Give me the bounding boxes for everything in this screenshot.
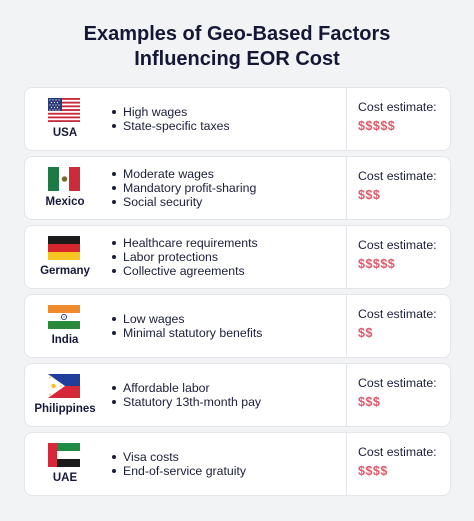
country-row-mexico: Mexico Moderate wages Mandatory profit-s…	[24, 156, 451, 220]
country-cell: India	[25, 295, 105, 357]
cost-value: $$$	[358, 395, 381, 409]
country-name: Germany	[40, 265, 90, 277]
country-name: India	[51, 334, 79, 346]
cost-cell: Cost estimate: $$$	[358, 169, 437, 202]
factor-item: Low wages	[112, 312, 343, 326]
country-name: UAE	[52, 472, 78, 484]
cost-value: $$	[358, 326, 373, 340]
cost-cell: Cost estimate: $$$$$	[358, 100, 437, 133]
column-divider	[346, 157, 347, 219]
germany-flag-icon	[48, 236, 80, 260]
page-title: Examples of Geo-Based Factors Influencin…	[0, 22, 474, 72]
factor-item: High wages	[112, 105, 343, 119]
factor-item: Minimal statutory benefits	[112, 326, 343, 340]
factor-list: Healthcare requirements Labor protection…	[111, 226, 343, 288]
cost-value: $$$$$	[358, 119, 396, 133]
column-divider	[346, 295, 347, 357]
cost-value: $$$$$	[358, 257, 396, 271]
cost-label: Cost estimate:	[358, 100, 437, 114]
country-cell: USA	[25, 88, 105, 150]
factor-item: State-specific taxes	[112, 119, 343, 133]
factor-list: Moderate wages Mandatory profit-sharing …	[111, 157, 343, 219]
factor-item: Collective agreements	[112, 264, 343, 278]
philippines-flag-icon	[48, 374, 80, 398]
factor-item: Visa costs	[112, 450, 343, 464]
mexico-flag-icon	[48, 167, 80, 191]
country-name: USA	[52, 127, 78, 139]
country-row-philippines: Philippines Affordable labor Statutory 1…	[24, 363, 451, 427]
usa-flag-icon	[48, 98, 80, 122]
country-row-uae: UAE Visa costs End-of-service gratuity C…	[24, 432, 451, 496]
cost-label: Cost estimate:	[358, 238, 437, 252]
country-name: Philippines	[34, 403, 96, 415]
country-cell: Germany	[25, 226, 105, 288]
factor-list: Low wages Minimal statutory benefits	[111, 295, 343, 357]
factor-item: Social security	[112, 195, 343, 209]
cost-label: Cost estimate:	[358, 376, 437, 390]
factor-list: Visa costs End-of-service gratuity	[111, 433, 343, 495]
cost-cell: Cost estimate: $$$$	[358, 445, 437, 478]
factor-item: Statutory 13th-month pay	[112, 395, 343, 409]
country-name: Mexico	[45, 196, 85, 208]
cost-label: Cost estimate:	[358, 169, 437, 183]
factor-list: High wages State-specific taxes	[111, 88, 343, 150]
cost-value: $$$	[358, 188, 381, 202]
title-line-2: Influencing EOR Cost	[134, 48, 340, 70]
factor-item: Mandatory profit-sharing	[112, 181, 343, 195]
factor-list: Affordable labor Statutory 13th-month pa…	[111, 364, 343, 426]
country-cell: Mexico	[25, 157, 105, 219]
column-divider	[346, 433, 347, 495]
cost-label: Cost estimate:	[358, 445, 437, 459]
india-flag-icon	[48, 305, 80, 329]
cost-cell: Cost estimate: $$$	[358, 376, 437, 409]
column-divider	[346, 88, 347, 150]
factor-item: Labor protections	[112, 250, 343, 264]
factor-item: Healthcare requirements	[112, 236, 343, 250]
country-cell: UAE	[25, 433, 105, 495]
title-line-1: Examples of Geo-Based Factors	[83, 23, 391, 45]
factor-item: Affordable labor	[112, 381, 343, 395]
column-divider	[346, 226, 347, 288]
country-row-germany: Germany Healthcare requirements Labor pr…	[24, 225, 451, 289]
country-cell: Philippines	[25, 364, 105, 426]
country-row-india: India Low wages Minimal statutory benefi…	[24, 294, 451, 358]
factor-item: Moderate wages	[112, 167, 343, 181]
uae-flag-icon	[48, 443, 80, 467]
factor-item: End-of-service gratuity	[112, 464, 343, 478]
cost-cell: Cost estimate: $$	[358, 307, 437, 340]
country-list: USA High wages State-specific taxes Cost…	[24, 87, 451, 501]
column-divider	[346, 364, 347, 426]
country-row-usa: USA High wages State-specific taxes Cost…	[24, 87, 451, 151]
cost-cell: Cost estimate: $$$$$	[358, 238, 437, 271]
cost-value: $$$$	[358, 464, 388, 478]
cost-label: Cost estimate:	[358, 307, 437, 321]
